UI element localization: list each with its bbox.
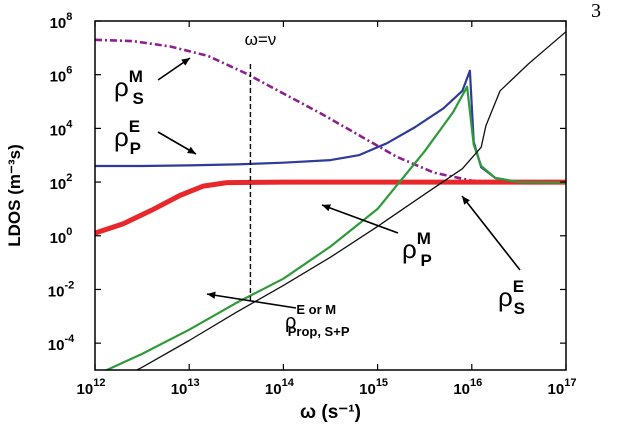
label-subscript: P [420, 251, 431, 270]
y-axis-title: LDOS (m⁻³s) [5, 144, 24, 246]
x-tick-label: 1017 [548, 377, 577, 398]
arrow-rho-s-e-head [462, 196, 470, 205]
omega-nu-label: ω=ν [245, 30, 277, 49]
y-tick-exponent: -2 [64, 279, 74, 291]
y-tick-label: 106 [50, 65, 73, 86]
y-tick-exponent: 4 [66, 118, 73, 130]
label-subscript: P [130, 139, 141, 158]
label-rho-s-e: ρE S [498, 277, 525, 318]
y-tick-label: 10-2 [48, 279, 74, 300]
y-tick-label: 10-4 [48, 333, 75, 354]
x-tick-label: 1012 [77, 377, 106, 398]
x-tick-exponent: 13 [187, 377, 199, 389]
y-tick-label: 108 [50, 11, 73, 32]
arrow-rho-prop [206, 293, 297, 309]
x-tick-label: 1016 [453, 377, 482, 398]
arrow-rho-p-m [321, 204, 399, 234]
x-tick-label: 1013 [171, 377, 200, 398]
arrow-rho-p-m-head [322, 204, 331, 212]
y-tick-exponent: 0 [66, 226, 72, 238]
x-tick-exponent: 14 [282, 377, 295, 389]
y-tick-exponent: 6 [66, 65, 72, 77]
annotation-arrows [157, 57, 521, 309]
arrow-rho-s-e [461, 195, 521, 271]
annotation-labels: ρM SρE PρM PρE SρE or M Prop, S+P [114, 67, 525, 339]
x-tick-exponent: 16 [470, 377, 482, 389]
label-rho-s-m: ρM S [114, 67, 144, 108]
x-tick-exponent: 15 [376, 377, 388, 389]
y-tick-exponent: 8 [66, 11, 72, 23]
y-tick-exponent: 2 [66, 172, 72, 184]
label-superscript: E [129, 117, 140, 136]
x-tick-exponent: 17 [564, 377, 576, 389]
series-line-rho_P_E [95, 69, 566, 184]
x-tick-label: 1015 [359, 377, 388, 398]
label-superscript: M [417, 229, 431, 248]
y-tick-exponent: -4 [64, 333, 75, 345]
x-tick-label: 1014 [265, 377, 295, 398]
curves-layer [95, 31, 566, 370]
arrow-rho-prop-head [207, 291, 216, 299]
x-axis-title: ω (s⁻¹) [300, 402, 361, 423]
label-rho-p-m: ρM P [402, 229, 432, 270]
series-line-rho_Prop [135, 31, 566, 370]
label-subscript: Prop, S+P [288, 324, 350, 339]
series-line-rho_P_M [104, 85, 566, 370]
page-number: 3 [591, 0, 601, 22]
y-tick-label: 100 [50, 226, 73, 247]
label-rho-p-e: ρE P [114, 117, 141, 158]
series-line-rho_S_E [95, 179, 566, 236]
label-superscript: E [513, 277, 524, 296]
label-subscript: S [132, 89, 143, 108]
label-superscript: M [129, 67, 143, 86]
label-subscript: S [514, 299, 525, 318]
x-tick-exponent: 12 [93, 377, 105, 389]
label-superscript: E or M [296, 302, 336, 317]
arrow-rho-s-m-head [181, 58, 190, 66]
y-tick-label: 102 [50, 172, 73, 193]
y-tick-label: 104 [50, 118, 74, 139]
plot-frame [94, 20, 567, 371]
arrow-rho-p-e-head [187, 146, 196, 154]
omega-nu-vline-group: ω=ν [245, 30, 277, 301]
